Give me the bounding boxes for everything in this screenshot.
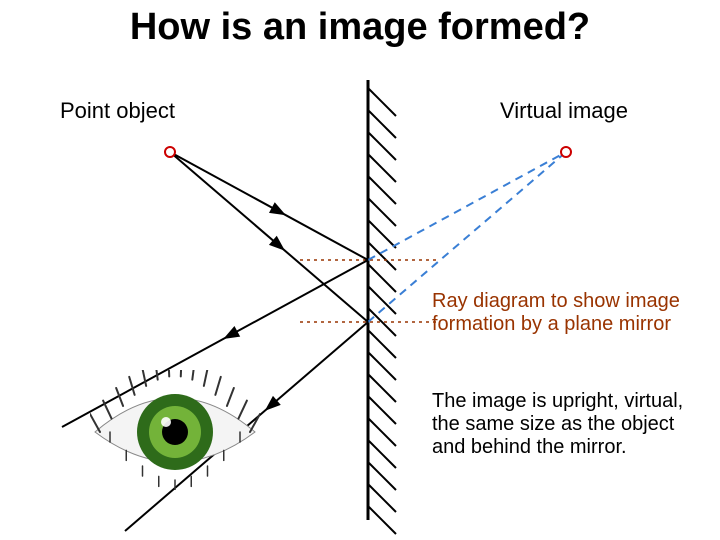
eye-illustration	[90, 370, 260, 490]
canvas: How is an image formed? Point object Vir…	[0, 0, 720, 540]
